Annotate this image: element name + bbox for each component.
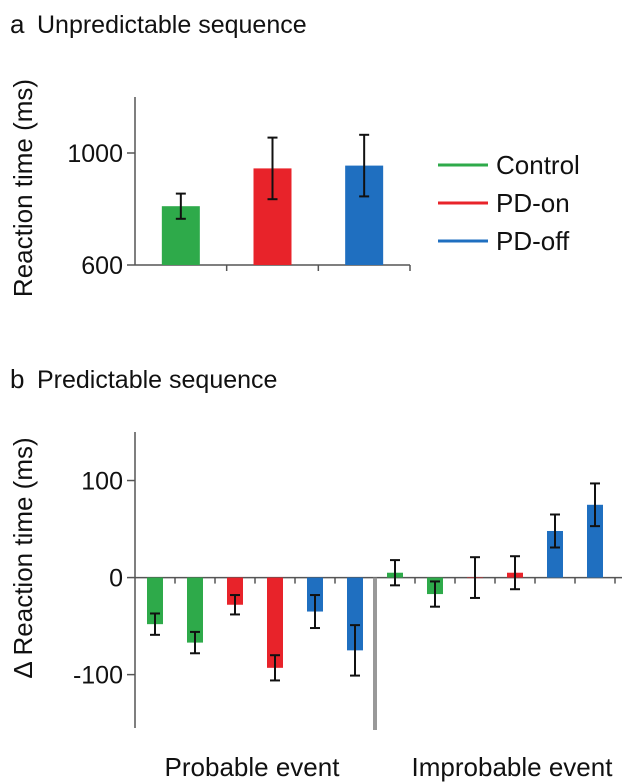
panel-a-letter: a <box>10 9 25 39</box>
bar-pd-on <box>267 577 283 668</box>
group-label-improbable: Improbable event <box>412 752 614 782</box>
panel-b-letter: b <box>10 364 24 394</box>
bar-pd-on <box>227 577 243 605</box>
panel-b-y-tick-label: 0 <box>109 565 123 593</box>
panel-a-y-tick-label: 1000 <box>67 140 123 168</box>
group-label-probable: Probable event <box>165 752 341 782</box>
panel-b-plot: 100 0 -100 <box>73 432 622 730</box>
panel-b-y-tick-label: 100 <box>81 468 123 496</box>
bar-pd-off <box>347 577 363 651</box>
legend-label-control: Control <box>496 150 580 180</box>
panel-a-ylabel: Reaction time (ms) <box>8 79 38 297</box>
panel-b-y-tick-label: -100 <box>73 662 123 690</box>
panel-a-title: Unpredictable sequence <box>37 11 307 39</box>
panel-a-plot: 600 1000 <box>67 97 411 280</box>
panel-b-title: Predictable sequence <box>37 366 277 394</box>
bar-pd-off <box>547 530 563 578</box>
bar-pd-off <box>587 504 603 578</box>
bar-control <box>187 577 203 643</box>
panel-a-y-tick-label: 600 <box>81 252 123 280</box>
legend-label-pd-on: PD-on <box>496 188 570 218</box>
panel-b-ylabel: Δ Reaction time (ms) <box>8 437 38 678</box>
legend-label-pd-off: PD-off <box>496 226 570 256</box>
legend: Control PD-on PD-off <box>438 150 580 256</box>
